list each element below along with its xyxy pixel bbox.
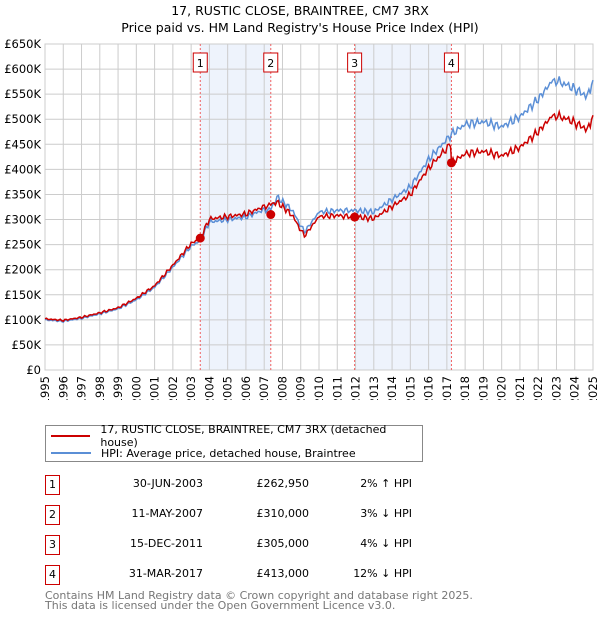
x-tick-label: 2015 bbox=[403, 376, 417, 400]
x-tick-label: 2006 bbox=[239, 376, 253, 400]
x-tick-label: 2018 bbox=[458, 376, 472, 400]
x-tick-label: 2001 bbox=[148, 376, 162, 400]
sale-number-box bbox=[263, 52, 279, 73]
sale-point bbox=[266, 210, 276, 220]
hpi-comparison: 3% ↓ HPI bbox=[360, 507, 412, 520]
table-row: 4 31-MAR-2017 £413,000 12% ↓ HPI bbox=[45, 565, 425, 585]
sale-date: 15-DEC-2011 bbox=[129, 537, 203, 550]
x-tick-label: 2011 bbox=[330, 376, 344, 400]
sale-number: 4 bbox=[45, 565, 60, 585]
y-tick-label: £400K bbox=[4, 162, 41, 176]
x-tick-label: 2022 bbox=[531, 376, 545, 400]
table-row: 3 15-DEC-2011 £305,000 4% ↓ HPI bbox=[45, 535, 425, 555]
chart-subtitle: Price paid vs. HM Land Registry's House … bbox=[121, 20, 479, 35]
sale-number: 1 bbox=[45, 475, 60, 495]
sale-number-label: 2 bbox=[267, 57, 274, 70]
x-tick-label: 2008 bbox=[275, 376, 289, 400]
table-row: 2 11-MAY-2007 £310,000 3% ↓ HPI bbox=[45, 505, 425, 525]
sale-date: 30-JUN-2003 bbox=[132, 477, 203, 490]
y-tick-label: £600K bbox=[4, 62, 41, 76]
sale-date: 11-MAY-2007 bbox=[131, 507, 203, 520]
x-tick-label: 1997 bbox=[75, 376, 89, 400]
legend-label: 17, RUSTIC CLOSE, BRAINTREE, CM7 3RX (de… bbox=[100, 423, 387, 449]
sale-point bbox=[195, 233, 205, 243]
sale-number-label: 3 bbox=[351, 57, 358, 70]
x-tick-label: 2013 bbox=[367, 376, 381, 400]
x-tick-label: 2024 bbox=[568, 376, 582, 400]
legend: 17, RUSTIC CLOSE, BRAINTREE, CM7 3RX (de… bbox=[45, 423, 423, 462]
sale-price: £310,000 bbox=[256, 507, 310, 520]
x-tick-label: 2019 bbox=[476, 376, 490, 400]
y-tick-label: £450K bbox=[4, 137, 41, 151]
sale-price: £305,000 bbox=[256, 537, 310, 550]
x-tick-label: 2003 bbox=[184, 376, 198, 400]
legend-item-property: 17, RUSTIC CLOSE, BRAINTREE, CM7 3RX (de… bbox=[51, 423, 422, 449]
x-tick-label: 1999 bbox=[111, 376, 125, 400]
sale-price: £413,000 bbox=[256, 567, 310, 580]
x-tick-label: 1995 bbox=[38, 376, 52, 400]
x-tick-label: 2017 bbox=[440, 376, 454, 400]
legend-line-blue bbox=[51, 452, 91, 454]
x-tick-label: 2016 bbox=[422, 376, 436, 400]
x-tick-label: 2007 bbox=[257, 376, 271, 400]
footer-line1: Contains HM Land Registry data © Crown c… bbox=[45, 589, 473, 602]
hpi-comparison: 12% ↓ HPI bbox=[353, 567, 412, 580]
y-tick-label: £350K bbox=[4, 187, 41, 201]
shaded-period bbox=[354, 44, 452, 370]
hpi-line bbox=[44, 76, 594, 324]
sale-price: £262,950 bbox=[256, 477, 310, 490]
x-tick-label: 2020 bbox=[495, 376, 509, 400]
y-tick-label: £200K bbox=[4, 263, 41, 277]
price-chart: £0 £50K £100K £150K £200K £250K £300K £350K £400… bbox=[4, 37, 600, 400]
y-tick-label: £250K bbox=[4, 238, 41, 252]
y-tick-label: £550K bbox=[4, 87, 41, 101]
footer-line2: This data is licensed under the Open Gov… bbox=[45, 599, 396, 612]
price-paid-line bbox=[44, 108, 594, 323]
x-tick-label: 2014 bbox=[385, 376, 399, 400]
x-tick-label: 1996 bbox=[56, 376, 70, 400]
x-tick-label: 2010 bbox=[312, 376, 326, 400]
x-tick-label: 2005 bbox=[221, 376, 235, 400]
y-tick-label: £50K bbox=[12, 338, 42, 352]
legend-label: HPI: Average price, detached house, Brai… bbox=[101, 446, 356, 460]
sale-number-label: 4 bbox=[448, 57, 455, 70]
sale-number-box bbox=[192, 52, 208, 73]
legend-line-red bbox=[51, 435, 91, 437]
chart-title: 17, RUSTIC CLOSE, BRAINTREE, CM7 3RX bbox=[171, 3, 429, 18]
legend-item-hpi: HPI: Average price, detached house, Brai… bbox=[51, 445, 356, 461]
plot-frame bbox=[44, 43, 594, 371]
x-tick-label: 2000 bbox=[129, 376, 143, 400]
y-tick-label: £500K bbox=[4, 112, 41, 126]
sale-number: 2 bbox=[45, 505, 60, 525]
sale-point bbox=[446, 158, 456, 168]
x-tick-label: 2002 bbox=[166, 376, 180, 400]
x-tick-label: 2012 bbox=[349, 376, 363, 400]
x-tick-label: 2009 bbox=[294, 376, 308, 400]
sale-number-box bbox=[443, 52, 459, 73]
hpi-comparison: 2% ↑ HPI bbox=[360, 477, 412, 490]
x-tick-label: 1998 bbox=[93, 376, 107, 400]
y-tick-label: £0 bbox=[26, 363, 41, 377]
sale-date: 31-MAR-2017 bbox=[128, 567, 203, 580]
hpi-comparison: 4% ↓ HPI bbox=[360, 537, 412, 550]
y-tick-label: £150K bbox=[4, 288, 41, 302]
x-tick-label: 2021 bbox=[513, 376, 527, 400]
sale-point bbox=[350, 212, 360, 222]
x-tick-label: 2025 bbox=[586, 376, 600, 400]
sale-number-label: 1 bbox=[197, 57, 204, 70]
y-tick-label: £650K bbox=[4, 37, 41, 51]
y-tick-label: £300K bbox=[4, 213, 41, 227]
table-row: 1 30-JUN-2003 £262,950 2% ↑ HPI bbox=[45, 475, 425, 495]
sale-number: 3 bbox=[45, 535, 60, 555]
shaded-period bbox=[200, 44, 271, 370]
y-tick-label: £100K bbox=[4, 313, 41, 327]
sale-number-box bbox=[347, 52, 363, 73]
x-tick-label: 2023 bbox=[549, 376, 563, 400]
x-tick-label: 2004 bbox=[202, 376, 216, 400]
